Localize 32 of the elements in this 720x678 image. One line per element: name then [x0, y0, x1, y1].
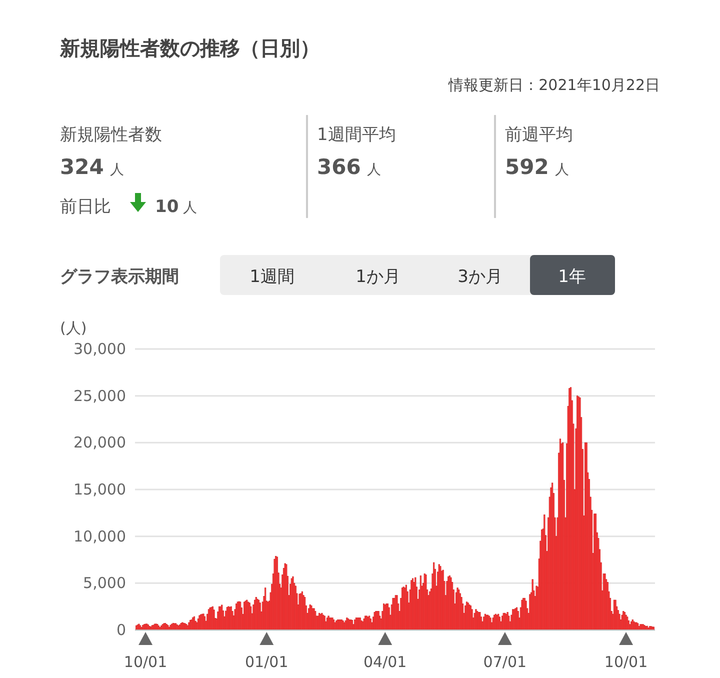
y-tick-label: 5,000	[83, 574, 126, 592]
text: 人	[554, 162, 569, 178]
y-tick-label: 0	[116, 621, 126, 639]
y-tick-label: 15,000	[74, 480, 126, 498]
text: 人	[110, 162, 124, 178]
x-tick-label: 10/01	[124, 653, 168, 671]
text: 人	[183, 200, 197, 216]
text: 人	[366, 162, 381, 178]
text: 1週間平均	[317, 125, 396, 145]
y-tick-label: 30,000	[74, 340, 126, 358]
text: グラフ表示期間	[60, 267, 179, 287]
text: 366	[317, 155, 361, 179]
text: 1週間	[250, 267, 294, 287]
x-tick-label: 04/01	[364, 653, 407, 671]
text: 10	[155, 197, 179, 217]
y-tick-label: 20,000	[74, 434, 126, 452]
text: 1年	[558, 267, 586, 287]
text: 1か月	[356, 267, 400, 287]
y-tick-label: 25,000	[74, 386, 126, 405]
text: 前週平均	[505, 125, 573, 145]
text: 情報更新日：2021年10月22日	[448, 76, 660, 94]
x-tick-label: 10/01	[604, 653, 648, 671]
text: 324	[60, 155, 104, 179]
text: 前日比	[60, 197, 111, 217]
x-tick-label: 01/01	[245, 653, 288, 671]
text: 新規陽性者数	[60, 125, 162, 145]
text: 新規陽性者数の推移（日別）	[59, 36, 320, 60]
x-tick-label: 07/01	[483, 653, 527, 671]
text: 3か月	[458, 267, 502, 287]
text: 592	[505, 155, 549, 179]
y-axis-title: (人)	[60, 319, 87, 337]
y-tick-label: 10,000	[74, 527, 126, 546]
